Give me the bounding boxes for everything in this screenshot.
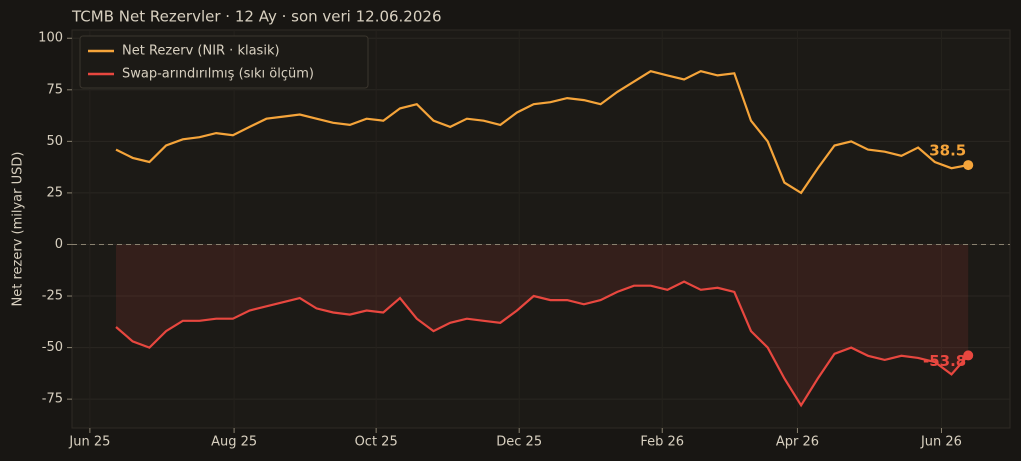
end-point: [963, 350, 974, 361]
y-tick-label: 75: [46, 82, 63, 97]
chart-title: TCMB Net Rezervler · 12 Ay · son veri 12…: [71, 8, 442, 26]
x-tick-label: Jun 26: [920, 435, 962, 450]
y-tick-label: -25: [42, 289, 63, 304]
area: [115, 244, 969, 406]
y-tick-label: -75: [42, 392, 63, 407]
line: [115, 70, 969, 195]
line: [115, 280, 970, 408]
y-tick-label: 100: [38, 31, 63, 46]
x-tick-label: Oct 25: [355, 435, 398, 450]
y-axis-label: Net rezerv (milyar USD): [11, 152, 26, 307]
y-tick-label: 25: [46, 185, 63, 200]
x-tick-label: Dec 25: [496, 435, 542, 450]
plot-area: [71, 29, 1011, 429]
legend-label: Swap-arındırılmış (sıkı ölçüm): [122, 67, 314, 82]
x-tick-label: Feb 26: [640, 435, 684, 450]
x-tick-label: Jun 25: [68, 435, 110, 450]
x-tick-label: Apr 26: [776, 435, 819, 450]
legend-box: [79, 35, 369, 89]
data-label: 38.5: [929, 142, 966, 160]
y-tick-label: -50: [42, 340, 63, 355]
end-point: [963, 160, 974, 171]
y-tick-label: 50: [46, 134, 63, 149]
data-label: -53.8: [923, 352, 966, 370]
y-tick-label: 0: [55, 237, 63, 252]
x-tick-label: Aug 25: [211, 435, 257, 450]
legend-label: Net Rezerv (NIR · klasik): [122, 44, 280, 59]
